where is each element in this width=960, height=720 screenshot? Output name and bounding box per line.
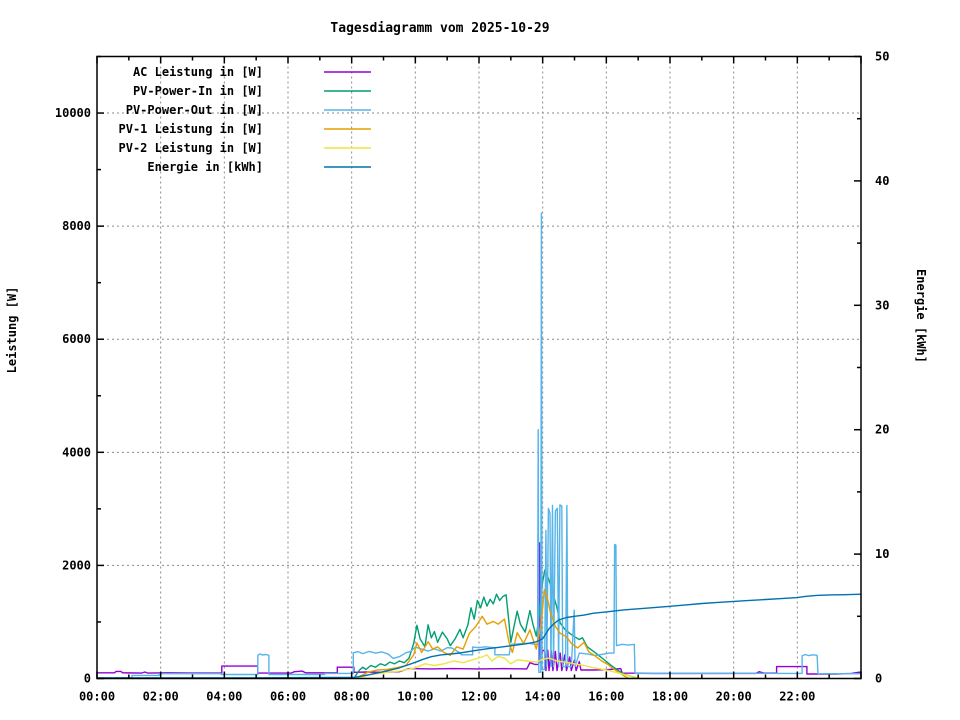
y-left-tick-label: 6000 [62,332,91,346]
y-left-tick-label: 8000 [62,219,91,233]
x-tick-label: 12:00 [461,690,497,704]
chart-title: Tagesdiagramm vom 2025-10-29 [330,21,549,36]
series-line-energie-in-kwh [96,593,862,679]
y-axis-right-label: Energie [kWh] [914,269,928,363]
y-right-tick-label: 50 [875,50,889,64]
y-right-tick-label: 20 [875,423,889,437]
legend: AC Leistung in [W] PV-Power-In in [W] PV-P… [119,65,371,174]
y-right-tick-label: 10 [875,547,889,561]
axis-ticks [96,55,862,680]
x-tick-label: 04:00 [206,690,242,704]
y-right-tick-label: 0 [875,672,882,686]
x-axis-tick-labels: 00:00 02:00 04:00 06:00 08:00 10:00 12:00 14:00… [79,690,815,704]
series-line-pv-power-in-in-w [354,569,639,679]
legend-item-pv-1-leistung-in-w: PV-1 Leistung in [W] [119,122,371,136]
y-left-tick-label: 10000 [55,106,91,120]
legend-label: Energie in [kWh] [147,160,263,174]
series-lines [96,212,862,679]
y-left-tick-label: 2000 [62,558,91,572]
y-left-tick-label: 0 [84,672,91,686]
legend-label: PV-Power-In in [W] [133,84,263,98]
x-tick-label: 10:00 [397,690,433,704]
y-axis-left-label: Leistung [W] [5,287,19,374]
x-tick-label: 00:00 [79,690,115,704]
legend-item-pv-power-out-in-w: PV-Power-Out in [W] [126,103,371,117]
legend-label: PV-1 Leistung in [W] [119,122,264,136]
y-axis-left-tick-labels: 0 2000 4000 6000 8000 10000 [55,106,91,685]
gridlines [97,56,861,679]
x-tick-label: 02:00 [143,690,179,704]
x-tick-label: 08:00 [334,690,370,704]
x-tick-label: 16:00 [588,690,624,704]
x-tick-label: 14:00 [525,690,561,704]
legend-item-pv-2-leistung-in-w: PV-2 Leistung in [W] [119,141,371,155]
y-right-tick-label: 30 [875,298,889,312]
legend-item-ac-leistung-in-w: AC Leistung in [W] [133,65,371,79]
x-tick-label: 20:00 [716,690,752,704]
legend-item-energie-in-kwh: Energie in [kWh] [147,160,371,174]
series-line-pv-2-leistung-in-w [357,654,640,679]
series-line-pv-power-out-in-w [97,212,861,679]
x-tick-label: 06:00 [270,690,306,704]
legend-label: PV-2 Leistung in [W] [119,141,264,155]
legend-label: PV-Power-Out in [W] [126,103,263,117]
y-right-tick-label: 40 [875,174,889,188]
legend-item-pv-power-in-in-w: PV-Power-In in [W] [133,84,371,98]
legend-label: AC Leistung in [W] [133,65,263,79]
y-axis-right-tick-labels: 0 10 20 30 40 50 [875,50,889,686]
x-tick-label: 18:00 [652,690,688,704]
x-tick-label: 22:00 [779,690,815,704]
series-line-pv-1-leistung-in-w [357,589,629,679]
y-left-tick-label: 4000 [62,445,91,459]
